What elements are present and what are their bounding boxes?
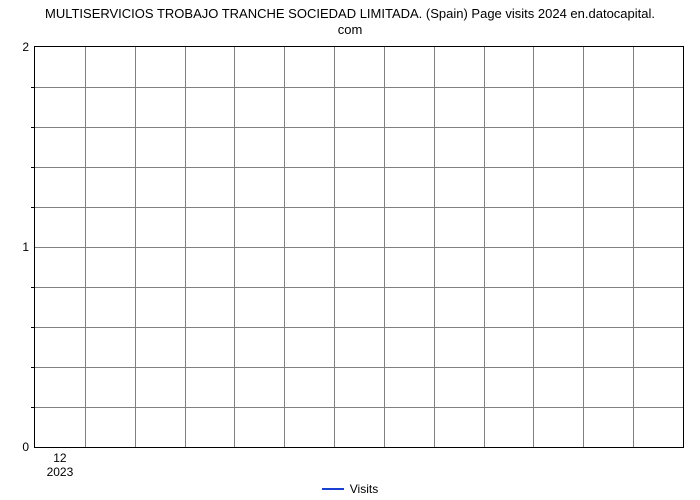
h-gridline — [35, 367, 683, 368]
x-month-label: 12 — [53, 451, 66, 465]
y-tick-label: 0 — [22, 440, 29, 454]
v-gridline — [384, 47, 385, 447]
y-minor-tick — [31, 207, 35, 208]
v-gridline — [284, 47, 285, 447]
v-gridline — [484, 47, 485, 447]
v-gridline — [135, 47, 136, 447]
y-minor-tick — [31, 167, 35, 168]
x-year-label: 2023 — [47, 465, 74, 479]
y-minor-tick — [31, 327, 35, 328]
h-gridline — [35, 287, 683, 288]
y-minor-tick — [31, 127, 35, 128]
chart-title-line2: com — [338, 22, 363, 37]
v-gridline — [185, 47, 186, 447]
y-tick-label: 1 — [22, 240, 29, 254]
y-minor-tick — [31, 87, 35, 88]
v-gridline — [334, 47, 335, 447]
v-gridline — [234, 47, 235, 447]
v-gridline — [633, 47, 634, 447]
plot-wrap: 012122023 — [34, 46, 684, 448]
chart-container: MULTISERVICIOS TROBAJO TRANCHE SOCIEDAD … — [0, 6, 700, 500]
y-minor-tick — [31, 367, 35, 368]
legend: Visits — [0, 481, 700, 496]
h-gridline — [35, 407, 683, 408]
h-gridline — [35, 207, 683, 208]
v-gridline — [583, 47, 584, 447]
legend-line-icon — [322, 488, 344, 490]
plot-area: 012122023 — [34, 46, 684, 448]
h-gridline — [35, 127, 683, 128]
h-gridline — [35, 247, 683, 248]
h-gridline — [35, 167, 683, 168]
y-minor-tick — [31, 287, 35, 288]
h-gridline — [35, 327, 683, 328]
chart-title-line1: MULTISERVICIOS TROBAJO TRANCHE SOCIEDAD … — [45, 6, 655, 21]
h-gridline — [35, 87, 683, 88]
v-gridline — [533, 47, 534, 447]
y-tick-label: 2 — [22, 40, 29, 54]
v-gridline — [85, 47, 86, 447]
y-minor-tick — [31, 407, 35, 408]
chart-title: MULTISERVICIOS TROBAJO TRANCHE SOCIEDAD … — [0, 6, 700, 43]
v-gridline — [434, 47, 435, 447]
legend-label: Visits — [350, 482, 378, 496]
